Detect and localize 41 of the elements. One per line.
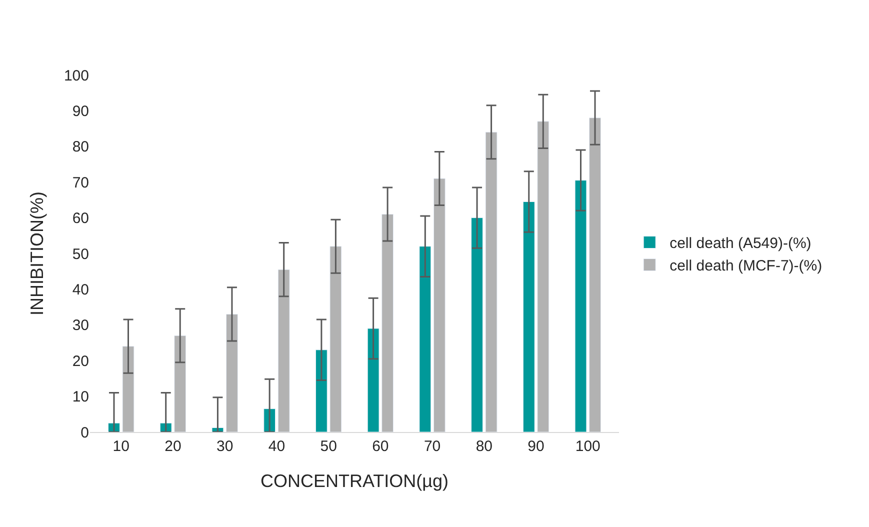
y-tick-label: 90 <box>72 102 89 120</box>
y-tick-label: 30 <box>72 317 89 334</box>
y-tick-label: 100 <box>64 67 89 84</box>
x-tick-label: 10 <box>112 438 130 455</box>
legend-label: cell death (A549)-(%) <box>670 235 812 252</box>
bar <box>589 118 601 432</box>
y-tick-label: 50 <box>72 246 89 263</box>
bar <box>574 180 587 432</box>
bar <box>367 328 380 432</box>
x-tick-label: 80 <box>476 438 493 455</box>
y-tick-label: 40 <box>72 281 89 298</box>
bar <box>226 314 238 432</box>
x-tick-label: 30 <box>216 438 234 455</box>
bar <box>122 346 134 432</box>
bar <box>419 246 432 432</box>
y-axis-title: INHIBITION(%) <box>27 192 48 316</box>
bar <box>537 121 550 432</box>
bar <box>315 350 328 432</box>
bar <box>485 132 498 432</box>
bar <box>433 178 446 432</box>
y-tick-label: 10 <box>72 388 89 406</box>
bar <box>471 218 483 432</box>
y-tick-label: 70 <box>72 174 89 192</box>
bar <box>278 269 290 432</box>
x-axis-title: CONCENTRATION(µg) <box>260 471 449 492</box>
x-tick-label: 70 <box>424 438 441 455</box>
bar <box>330 246 342 432</box>
y-tick-label: 60 <box>72 210 89 228</box>
x-tick-label: 50 <box>320 438 337 455</box>
y-tick-label: 80 <box>72 138 89 156</box>
x-tick-label: 90 <box>528 438 544 455</box>
x-tick-label: 100 <box>575 438 600 455</box>
x-tick-label: 20 <box>164 438 182 455</box>
bar <box>382 214 394 432</box>
x-tick-label: 40 <box>268 438 286 455</box>
legend-label: cell death (MCF-7)-(%) <box>670 258 822 275</box>
bar <box>522 201 535 432</box>
x-tick-label: 60 <box>372 438 389 455</box>
y-tick-label: 20 <box>72 352 89 370</box>
bar <box>174 335 186 432</box>
y-tick-label: 0 <box>80 424 89 442</box>
